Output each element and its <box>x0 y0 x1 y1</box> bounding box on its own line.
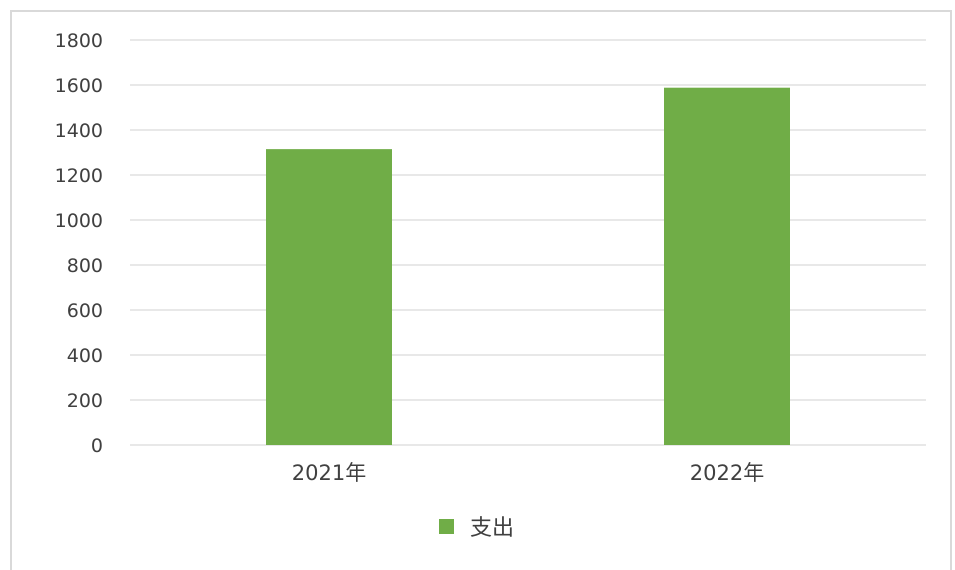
y-tick-label: 0 <box>91 435 103 457</box>
y-tick-label: 1200 <box>55 165 103 187</box>
x-category-label: 2021年 <box>292 461 366 485</box>
legend-label: 支出 <box>470 516 514 541</box>
y-tick-label: 1000 <box>55 210 103 232</box>
legend: 支出 <box>439 516 514 541</box>
y-tick-label: 600 <box>67 300 103 322</box>
y-tick-label: 800 <box>67 255 103 277</box>
legend-swatch <box>439 519 454 534</box>
x-category-label: 2022年 <box>690 461 764 485</box>
bars <box>266 87 790 445</box>
gridlines <box>130 39 926 446</box>
y-tick-label: 1600 <box>55 75 103 97</box>
x-axis-categories: 2021年 2022年 <box>292 461 764 485</box>
bar-2 <box>664 87 790 445</box>
chart-frame <box>10 10 952 570</box>
y-tick-label: 1800 <box>55 30 103 52</box>
y-axis-ticks: 0 200 400 600 800 1000 1200 1400 1600 1800 <box>55 30 103 457</box>
y-tick-label: 200 <box>67 390 103 412</box>
y-tick-label: 400 <box>67 345 103 367</box>
bar-1 <box>266 149 392 445</box>
y-tick-label: 1400 <box>55 120 103 142</box>
